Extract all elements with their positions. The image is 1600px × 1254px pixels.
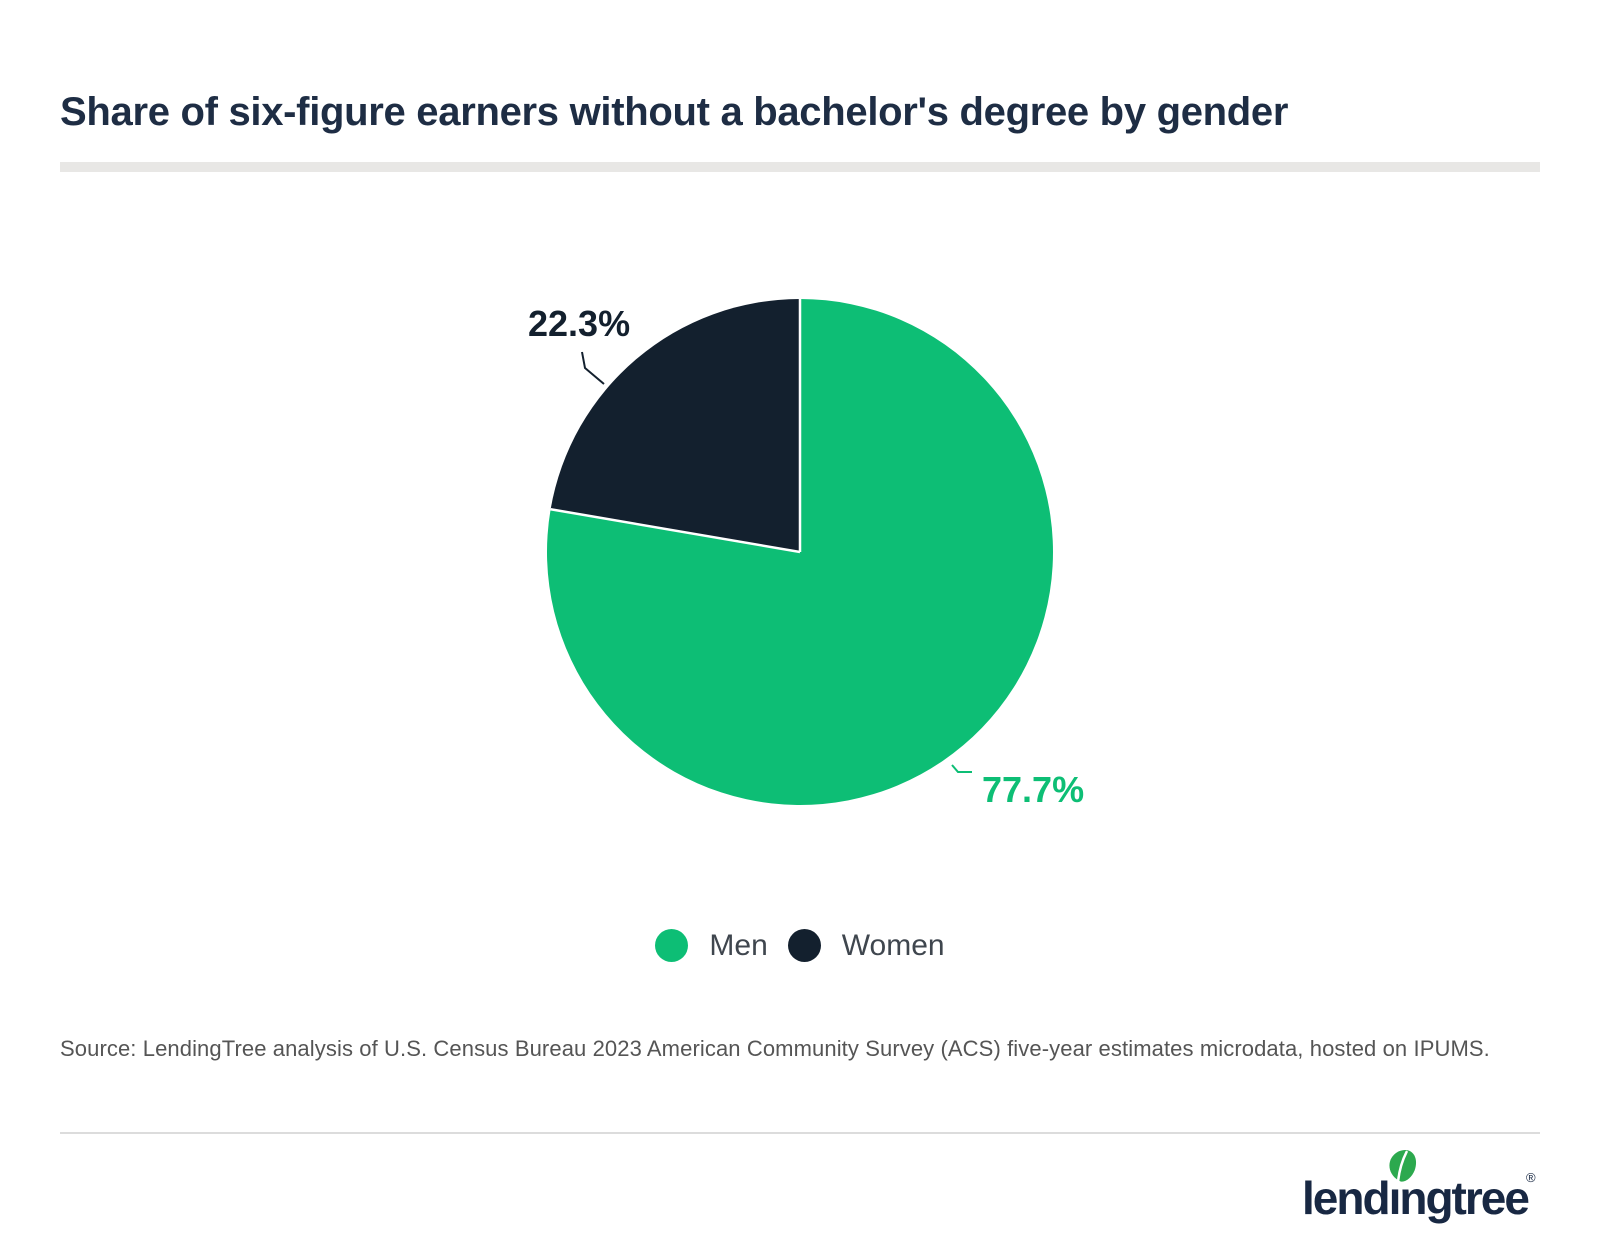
leaf-icon — [1389, 1150, 1416, 1183]
men-legend-label: Men — [709, 929, 768, 962]
men-legend-swatch-icon — [655, 929, 689, 962]
title-underline-bar — [60, 162, 1540, 172]
chart-title: Share of six-figure earners without a ba… — [60, 90, 1289, 134]
pie-slice-women — [550, 299, 800, 552]
men-label-leader-line — [951, 764, 972, 773]
registered-trademark-symbol: ® — [1526, 1170, 1536, 1185]
chart-legend: Men Women — [0, 929, 1600, 962]
women-label-leader-line — [581, 351, 605, 385]
lendingtree-logo-wordmark: lendıngtree — [1302, 1172, 1529, 1224]
footer-divider — [60, 1132, 1540, 1134]
women-slice-value-label: 22.3% — [528, 303, 630, 344]
legend-item-women: Women — [787, 929, 945, 962]
women-legend-swatch-icon — [787, 929, 821, 962]
slice-divider-left — [550, 508, 801, 554]
men-slice-value-label: 77.7% — [982, 769, 1084, 810]
source-attribution: Source: LendingTree analysis of U.S. Cen… — [60, 1036, 1490, 1061]
women-legend-label: Women — [841, 929, 945, 962]
legend-item-men: Men — [655, 929, 768, 962]
lendingtree-logo: lendıngtree ® — [1302, 1150, 1536, 1224]
pie-chart: 22.3% 77.7% — [528, 299, 1084, 810]
